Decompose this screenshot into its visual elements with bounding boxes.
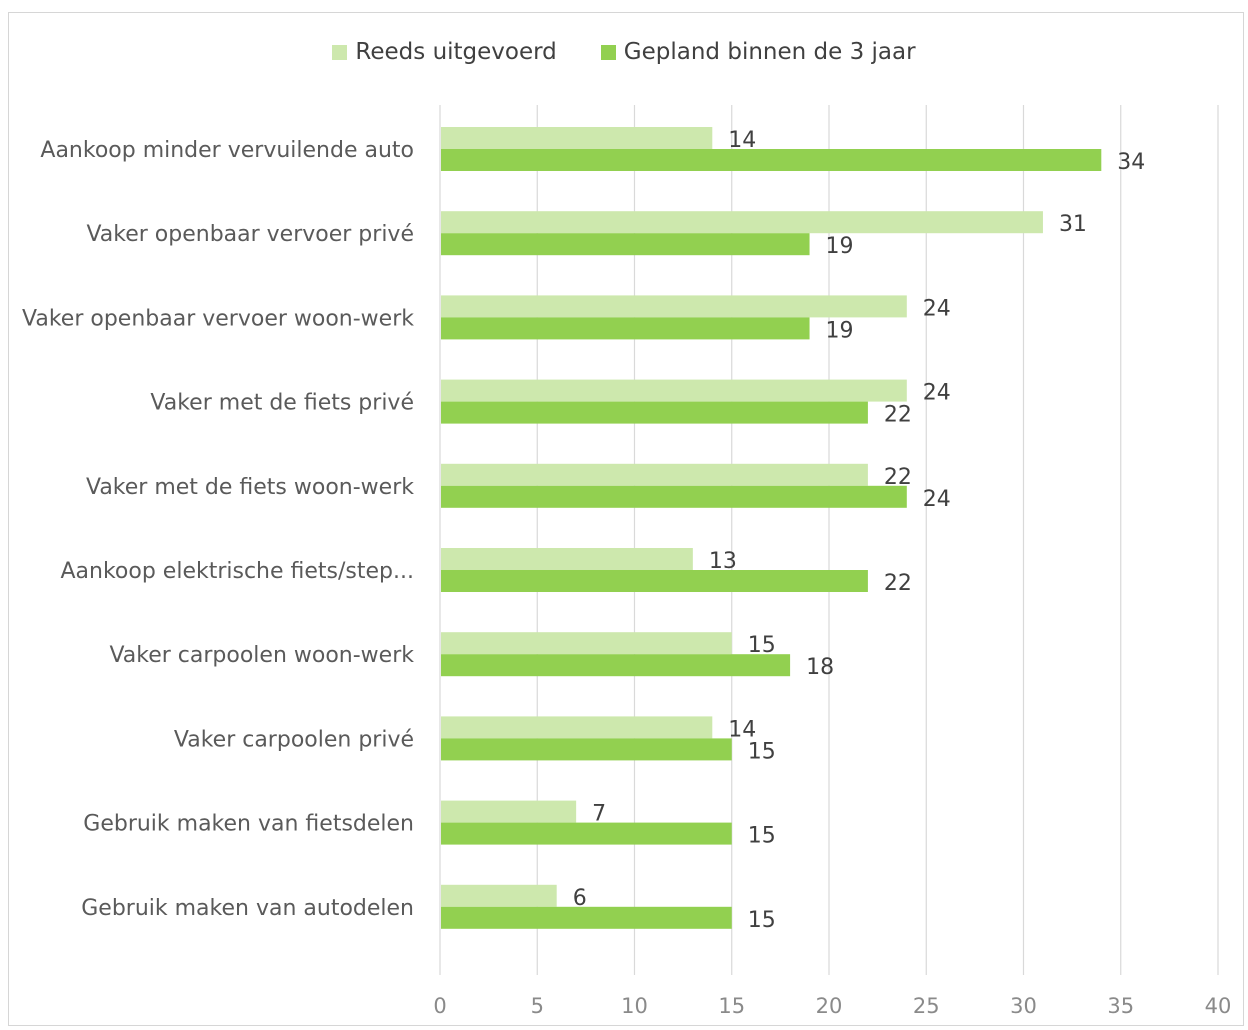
data-label-reeds: 7: [592, 802, 606, 827]
category-label: Vaker carpoolen woon-werk: [109, 643, 414, 668]
data-label-reeds: 24: [923, 381, 951, 406]
bar-gepland: [441, 822, 732, 845]
bar-reeds: [441, 632, 732, 655]
bar-gepland: [441, 738, 732, 761]
bar-gepland: [441, 233, 810, 256]
bar-gepland: [441, 906, 732, 929]
x-tick-label: 10: [621, 994, 648, 1018]
data-label-gepland: 19: [826, 318, 854, 343]
data-label-gepland: 18: [806, 655, 834, 680]
data-label-reeds: 13: [709, 549, 737, 574]
bar-gepland: [441, 570, 868, 592]
data-label-reeds: 14: [728, 128, 756, 153]
x-tick-label: 25: [913, 994, 940, 1018]
bar-gepland: [441, 317, 810, 340]
legend-item-reeds: Reeds uitgevoerd: [332, 39, 557, 65]
data-label-gepland: 24: [923, 487, 951, 512]
legend-swatch-reeds: [332, 44, 348, 60]
category-label: Aankoop elektrische fiets/step...: [60, 559, 414, 584]
data-label-gepland: 15: [748, 908, 776, 933]
x-tick-label: 20: [816, 994, 843, 1018]
bar-reeds: [441, 127, 713, 149]
x-tick-label: 30: [1010, 994, 1037, 1018]
data-label-gepland: 15: [748, 824, 776, 849]
chart-legend: Reeds uitgevoerd Gepland binnen de 3 jaa…: [0, 36, 1248, 68]
bar-reeds: [441, 463, 868, 486]
bar-gepland: [441, 654, 791, 677]
bar-reeds: [441, 548, 693, 570]
category-label: Vaker met de fiets woon-werk: [86, 475, 414, 500]
data-label-reeds: 24: [923, 296, 951, 321]
data-label-reeds: 31: [1059, 212, 1087, 237]
bar-reeds: [441, 379, 907, 402]
data-label-gepland: 22: [884, 403, 912, 428]
data-label-reeds: 14: [728, 717, 756, 742]
bar-reeds: [441, 211, 1043, 234]
bar-gepland: [441, 485, 907, 508]
bar-reeds: [441, 716, 713, 739]
chart-frame: [8, 12, 1244, 1026]
data-label-gepland: 22: [884, 571, 912, 596]
bar-gepland: [441, 149, 1102, 171]
x-tick-label: 40: [1205, 994, 1232, 1018]
data-label-gepland: 19: [826, 234, 854, 259]
data-label-reeds: 22: [884, 465, 912, 490]
category-label: Gebruik maken van autodelen: [81, 896, 414, 921]
category-label: Vaker carpoolen privé: [174, 727, 414, 752]
data-label-reeds: 6: [573, 886, 587, 911]
data-label-gepland: 34: [1117, 150, 1145, 175]
legend-item-gepland: Gepland binnen de 3 jaar: [600, 39, 916, 65]
category-label: Vaker openbaar vervoer privé: [86, 222, 414, 247]
x-tick-label: 35: [1107, 994, 1134, 1018]
bar-reeds: [441, 884, 557, 907]
category-label: Gebruik maken van fietsdelen: [83, 812, 414, 837]
category-label: Vaker met de fiets privé: [150, 391, 414, 416]
legend-label-gepland: Gepland binnen de 3 jaar: [623, 39, 916, 65]
category-label: Aankoop minder vervuilende auto: [40, 138, 414, 163]
legend-label-reeds: Reeds uitgevoerd: [355, 39, 557, 65]
category-label: Vaker openbaar vervoer woon-werk: [22, 306, 414, 331]
bar-gepland: [441, 401, 868, 424]
data-label-reeds: 15: [748, 633, 776, 658]
legend-swatch-gepland: [600, 44, 616, 60]
bar-reeds: [441, 800, 577, 823]
x-tick-label: 0: [433, 994, 446, 1018]
x-tick-label: 15: [718, 994, 745, 1018]
bar-reeds: [441, 295, 907, 318]
data-label-gepland: 15: [748, 739, 776, 764]
x-tick-label: 5: [531, 994, 544, 1018]
